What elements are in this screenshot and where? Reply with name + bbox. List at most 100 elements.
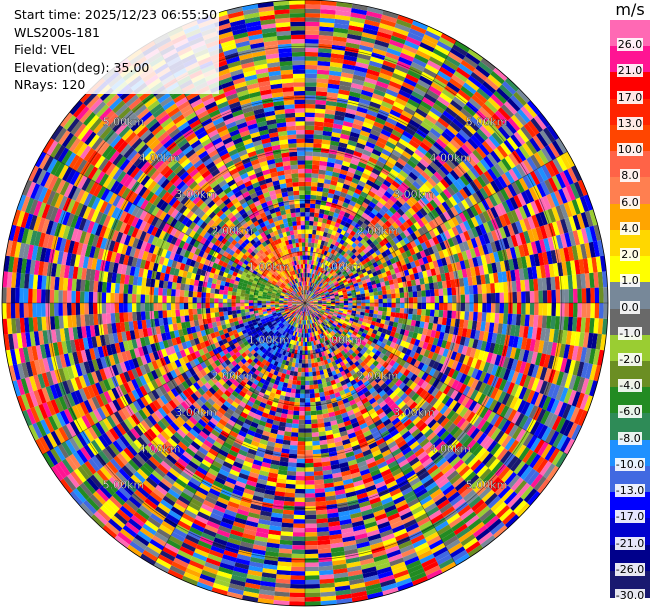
radar-gate — [284, 396, 291, 402]
radar-gate — [391, 467, 403, 477]
radar-gate — [364, 579, 381, 587]
radar-gate — [547, 355, 555, 370]
radar-gate — [311, 318, 314, 324]
radar-gate — [237, 316, 243, 321]
radar-gate — [315, 405, 322, 411]
radar-gate — [139, 337, 147, 347]
radar-gate — [29, 375, 38, 392]
radar-gate — [199, 482, 211, 492]
radar-gate — [433, 316, 439, 324]
radar-gate — [201, 286, 207, 293]
radar-gate — [359, 349, 366, 356]
radar-gate — [177, 365, 185, 375]
radar-gate — [298, 419, 305, 425]
radar-gate — [397, 322, 403, 329]
radar-gate — [420, 380, 429, 390]
radar-gate — [392, 361, 400, 370]
radar-gate — [123, 303, 128, 313]
radar-gate — [371, 430, 381, 438]
radar-gate — [515, 444, 527, 459]
radar-gate — [452, 476, 465, 488]
radar-gate — [322, 368, 328, 375]
radar-gate — [311, 308, 316, 312]
radar-gate — [352, 305, 357, 309]
radar-gate — [143, 383, 152, 394]
radar-gate — [495, 333, 502, 345]
radar-gate — [358, 500, 371, 508]
radar-gate — [490, 312, 496, 323]
radar-gate — [476, 465, 489, 478]
radar-gate — [371, 390, 379, 398]
radar-gate — [356, 346, 363, 353]
radar-gate — [152, 399, 162, 410]
radar-gate — [238, 472, 249, 480]
radar-gate — [90, 371, 99, 384]
radar-gate — [247, 352, 253, 359]
radar-gate — [98, 450, 110, 464]
radar-gate — [309, 304, 314, 307]
radar-gate — [414, 431, 424, 441]
radar-gate — [326, 349, 331, 355]
radar-gate — [157, 502, 171, 514]
radar-gate — [75, 279, 82, 292]
radar-gate — [277, 333, 283, 338]
radar-gate — [363, 390, 372, 398]
radar-gate — [307, 306, 311, 310]
radar-gate — [331, 555, 346, 562]
radar-gate — [292, 317, 296, 322]
radar-gate — [67, 315, 73, 328]
radar-gate — [312, 349, 316, 355]
radar-gate — [296, 454, 305, 459]
radar-gate — [363, 358, 370, 365]
radar-gate — [554, 343, 562, 357]
radar-gate — [173, 502, 186, 513]
radar-gate — [369, 363, 376, 371]
radar-gate — [429, 467, 442, 479]
radar-gate — [302, 341, 305, 347]
radar-gate — [408, 425, 418, 435]
radar-gate — [251, 552, 265, 560]
radar-gate — [302, 354, 305, 360]
radar-gate — [408, 308, 414, 315]
radar-gate — [296, 332, 299, 337]
radar-gate — [351, 590, 368, 598]
radar-gate — [252, 436, 261, 443]
radar-gate — [355, 333, 362, 339]
radar-gate — [389, 402, 398, 411]
radar-gate — [285, 310, 290, 313]
radar-gate — [84, 303, 89, 315]
radar-gate — [510, 359, 519, 372]
radar-gate — [297, 304, 302, 307]
radar-gate — [150, 343, 157, 353]
radar-gate — [246, 414, 254, 422]
radar-gate — [246, 429, 256, 437]
radar-gate — [329, 415, 337, 422]
radar-gate — [488, 458, 501, 471]
radar-gate — [123, 418, 134, 431]
radar-gate — [348, 360, 354, 366]
radar-gate — [335, 325, 340, 331]
radar-gate — [300, 389, 305, 394]
radar-gate — [272, 420, 280, 426]
radar-gate — [325, 377, 331, 383]
radar-gate — [541, 426, 552, 442]
radar-gate — [368, 537, 383, 546]
radar-gate — [261, 348, 267, 354]
radar-gate — [340, 317, 346, 321]
radar-gate — [457, 327, 464, 337]
radar-gate — [240, 296, 245, 300]
radar-gate — [528, 405, 539, 419]
radar-gate — [350, 512, 363, 519]
radar-gate — [368, 465, 379, 473]
radar-gate — [520, 485, 534, 500]
radar-gate — [478, 382, 487, 394]
radar-gate — [103, 501, 117, 516]
radar-gate — [53, 303, 59, 317]
radar-gate — [147, 542, 163, 555]
radar-gate — [434, 330, 441, 339]
radar-gate — [398, 540, 413, 550]
radar-gate — [247, 448, 257, 456]
radar-gate — [485, 455, 497, 469]
radar-gate — [323, 478, 334, 484]
radar-gate — [313, 458, 322, 463]
